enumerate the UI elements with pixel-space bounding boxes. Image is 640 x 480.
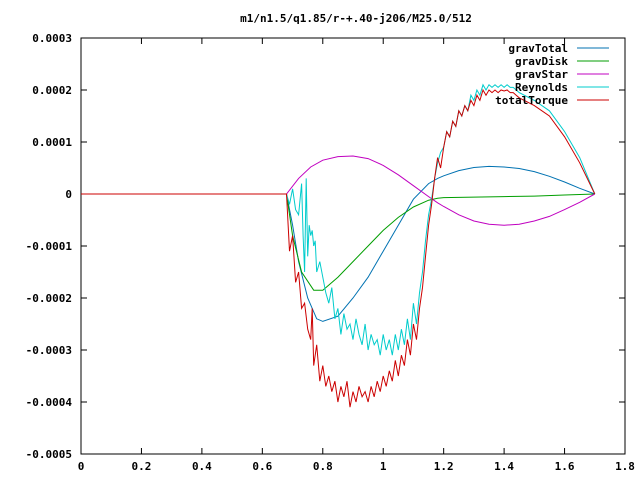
y-tick-label: -0.0005 xyxy=(26,448,72,461)
legend-label: Reynolds xyxy=(515,81,568,94)
legend: gravTotalgravDiskgravStarReynoldstotalTo… xyxy=(495,42,609,107)
x-tick-label: 0.8 xyxy=(313,460,333,473)
x-tick-label: 0.6 xyxy=(252,460,272,473)
legend-label: gravStar xyxy=(515,68,568,81)
x-tick-label: 1.2 xyxy=(434,460,454,473)
y-tick-label: 0.0003 xyxy=(32,32,72,45)
series-line-gravStar xyxy=(81,155,596,226)
series-line-totalTorque xyxy=(81,88,596,408)
legend-label: totalTorque xyxy=(495,94,568,107)
y-tick-label: -0.0004 xyxy=(26,396,73,409)
y-tick-label: -0.0003 xyxy=(26,344,72,357)
series-line-Reynolds xyxy=(81,83,596,356)
x-tick-label: 0 xyxy=(78,460,85,473)
x-tick-label: 0.4 xyxy=(192,460,212,473)
x-tick-label: 1.4 xyxy=(494,460,514,473)
x-tick-label: 1.6 xyxy=(555,460,575,473)
chart-title: m1/n1.5/q1.85/r-+.40-j206/M25.0/512 xyxy=(240,12,472,25)
y-tick-label: 0.0001 xyxy=(32,136,72,149)
legend-label: gravTotal xyxy=(508,42,568,55)
series-layer xyxy=(81,83,596,408)
series-line-gravDisk xyxy=(81,193,595,291)
y-tick-label: 0 xyxy=(65,188,72,201)
axes: 0 0.2 0.4 0.6 0.8 1 1.2 1.4 1.6 1.8 0.0003 0.0002 0.… xyxy=(26,32,635,473)
series-line-gravTotal xyxy=(81,165,595,322)
x-tick-label: 1.8 xyxy=(615,460,635,473)
y-tick-label: -0.0002 xyxy=(26,292,72,305)
y-tick-label: -0.0001 xyxy=(26,240,73,253)
x-tick-label: 0.2 xyxy=(132,460,152,473)
legend-label: gravDisk xyxy=(515,55,568,68)
x-tick-label: 1 xyxy=(380,460,387,473)
y-tick-label: 0.0002 xyxy=(32,84,72,97)
